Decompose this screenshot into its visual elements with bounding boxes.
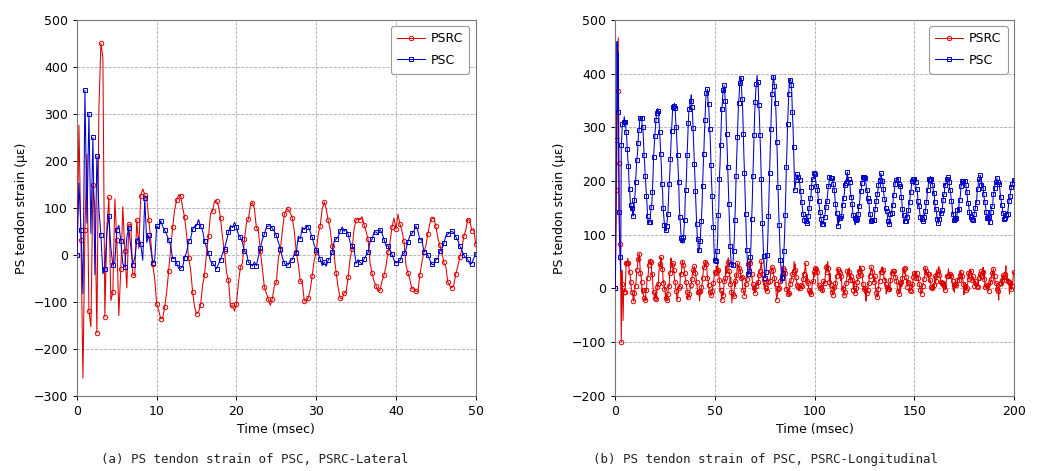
- PSRC: [621, 255, 634, 261]
- PSC: [893, 183, 906, 188]
- PSC: [609, 285, 621, 291]
- PSRC: [469, 241, 482, 247]
- Line: PSRC: PSRC: [613, 35, 1016, 344]
- PSC: [631, 152, 643, 157]
- PSC: [243, 260, 255, 265]
- Text: (a) PS tendon strain of PSC, PSRC-Lateral: (a) PS tendon strain of PSC, PSRC-Latera…: [101, 453, 409, 466]
- PSC: [77, 291, 90, 297]
- Y-axis label: PS tendon strain (με): PS tendon strain (με): [15, 142, 28, 274]
- PSC: [711, 238, 723, 244]
- PSC: [621, 146, 634, 152]
- PSC: [290, 250, 303, 256]
- PSRC: [73, 122, 85, 128]
- PSC: [110, 227, 123, 233]
- PSRC: [615, 339, 628, 345]
- X-axis label: Time (msec): Time (msec): [237, 423, 315, 436]
- PSRC: [684, 283, 696, 288]
- Line: PSC: PSC: [75, 88, 478, 296]
- PSRC: [439, 264, 452, 269]
- Line: PSRC: PSRC: [75, 41, 478, 380]
- PSRC: [632, 256, 644, 261]
- PSRC: [1008, 271, 1020, 276]
- PSRC: [609, 285, 621, 291]
- PSC: [71, 252, 83, 258]
- PSRC: [871, 287, 884, 293]
- PSRC: [243, 216, 255, 222]
- PSC: [221, 238, 233, 244]
- PSRC: [221, 269, 233, 275]
- PSC: [73, 180, 85, 186]
- PSRC: [110, 237, 123, 243]
- PSRC: [712, 268, 725, 273]
- Line: PSC: PSC: [613, 39, 1016, 291]
- Legend: PSRC, PSC: PSRC, PSC: [930, 26, 1008, 73]
- PSC: [611, 39, 624, 44]
- PSRC: [612, 35, 625, 41]
- PSC: [439, 233, 452, 239]
- PSC: [871, 192, 884, 197]
- Text: (b) PS tendon strain of PSC, PSRC-Longitudinal: (b) PS tendon strain of PSC, PSRC-Longit…: [592, 453, 938, 466]
- PSC: [79, 88, 92, 93]
- PSRC: [95, 41, 107, 46]
- PSRC: [290, 249, 303, 255]
- PSC: [684, 100, 696, 106]
- PSRC: [894, 280, 907, 286]
- PSC: [1008, 180, 1020, 186]
- PSRC: [77, 375, 90, 381]
- Legend: PSRC, PSC: PSRC, PSC: [390, 26, 469, 73]
- X-axis label: Time (msec): Time (msec): [776, 423, 854, 436]
- PSC: [469, 251, 482, 257]
- Y-axis label: PS tendon strain (με): PS tendon strain (με): [554, 142, 566, 274]
- PSRC: [71, 252, 83, 258]
